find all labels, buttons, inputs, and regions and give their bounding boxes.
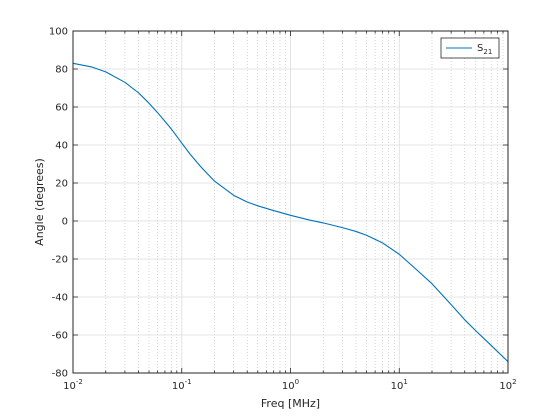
y-tick-label: -60 [52,331,68,342]
x-tick-label-exponent: -2 [76,378,83,386]
y-tick-label: 20 [55,179,68,190]
x-tick-label-exponent: 2 [512,378,516,386]
x-tick-label: 10-2 [63,378,83,392]
x-tick-label-base: 10 [282,381,295,392]
legend-label-sub: 21 [483,48,492,56]
series-line-s21 [72,62,509,362]
x-tick-labels: 10-2 10-1 100 101 102 [63,378,516,392]
legend-label-base: S [477,43,483,54]
ticks-layer [72,30,509,374]
y-tick-label: 100 [49,27,68,38]
x-tick-label: 100 [282,378,299,392]
y-tick-label: 80 [55,65,68,76]
legend-label-s21: S21 [477,43,492,56]
x-axis-label: Freq [MHz] [261,397,320,410]
x-tick-label: 102 [499,378,516,392]
x-tick-label-exponent: -1 [185,378,192,386]
x-tick-label: 101 [391,378,408,392]
y-tick-label: -20 [52,255,68,266]
y-tick-label: 0 [62,217,68,228]
y-tick-label: 60 [55,103,68,114]
x-tick-label-exponent: 0 [295,378,299,386]
y-tick-label: 40 [55,141,68,152]
y-tick-labels: -80 -60 -40 -20 0 20 40 60 80 100 [49,27,68,380]
legend: S21 [440,37,500,59]
major-grid [73,31,508,373]
series-layer [72,62,509,362]
x-tick-label-base: 10 [499,381,512,392]
y-tick-label: -80 [52,369,68,380]
y-tick-label: -40 [52,293,68,304]
x-tick-label-base: 10 [391,381,404,392]
x-tick-label-exponent: 1 [403,378,407,386]
x-tick-label-base: 10 [63,381,76,392]
y-axis-label: Angle (degrees) [33,158,46,246]
x-tick-label-base: 10 [172,381,185,392]
x-tick-label: 10-1 [172,378,192,392]
